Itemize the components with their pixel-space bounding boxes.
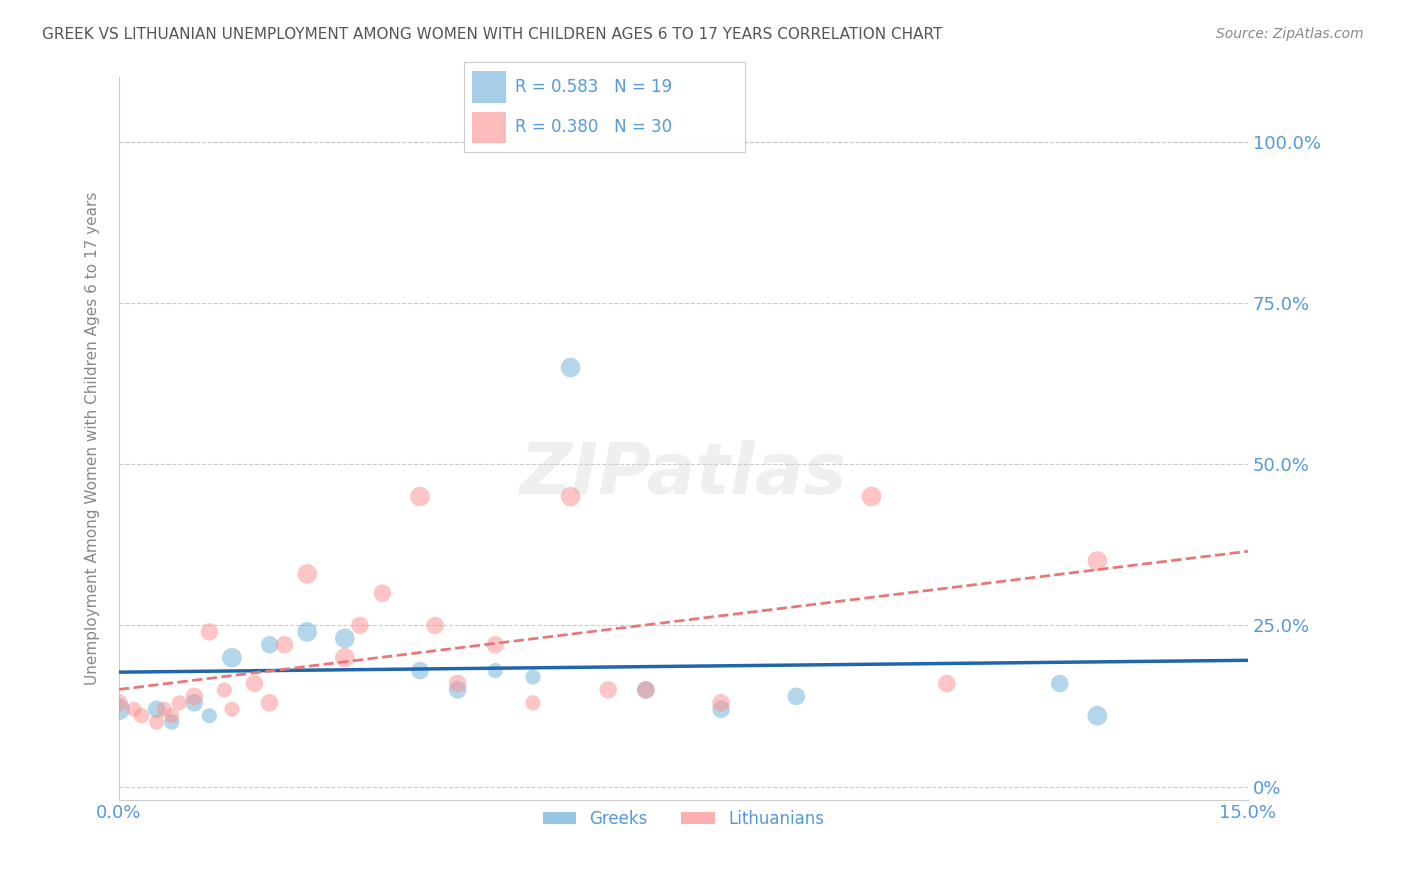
Point (333, 632, 356, 646)
Point (484, 664, 506, 678)
Text: R = 0.583   N = 19: R = 0.583 N = 19 (515, 78, 672, 95)
Point (1049, 676, 1071, 690)
Bar (472, 112, 506, 143)
Point (108, 702, 131, 716)
Point (560, 360, 582, 375)
Point (447, 682, 470, 697)
Point (1085, 554, 1108, 568)
Text: Source: ZipAtlas.com: Source: ZipAtlas.com (1216, 27, 1364, 41)
Point (710, 702, 733, 716)
Point (221, 702, 243, 716)
Point (198, 624, 221, 639)
Point (598, 682, 620, 697)
Point (522, 670, 544, 684)
Point (522, 696, 544, 710)
Point (160, 708, 183, 723)
Point (349, 618, 371, 632)
Text: ZIPatlas: ZIPatlas (520, 440, 848, 509)
Y-axis label: Unemployment Among Women with Children Ages 6 to 17 years: Unemployment Among Women with Children A… (86, 192, 100, 685)
Point (371, 586, 394, 600)
Point (273, 638, 295, 652)
Legend: Greeks, Lithuanians: Greeks, Lithuanians (536, 803, 831, 835)
Bar (472, 71, 506, 103)
Point (167, 696, 190, 710)
Point (935, 676, 957, 690)
Point (409, 664, 432, 678)
Point (122, 702, 145, 716)
Point (295, 624, 318, 639)
Point (447, 676, 470, 690)
Point (295, 566, 318, 581)
Point (259, 638, 281, 652)
Point (860, 490, 883, 504)
Point (108, 696, 131, 710)
Point (634, 682, 657, 697)
Point (183, 690, 205, 704)
Point (634, 682, 657, 697)
Point (409, 490, 432, 504)
Point (214, 682, 236, 697)
Point (145, 715, 167, 730)
Point (560, 490, 582, 504)
Point (153, 702, 176, 716)
Point (1085, 708, 1108, 723)
Point (259, 696, 281, 710)
Point (484, 638, 506, 652)
Point (710, 696, 733, 710)
Point (243, 676, 266, 690)
Point (131, 708, 153, 723)
Text: R = 0.380   N = 30: R = 0.380 N = 30 (515, 118, 672, 136)
Point (145, 702, 167, 716)
Point (183, 696, 205, 710)
Text: GREEK VS LITHUANIAN UNEMPLOYMENT AMONG WOMEN WITH CHILDREN AGES 6 TO 17 YEARS CO: GREEK VS LITHUANIAN UNEMPLOYMENT AMONG W… (42, 27, 942, 42)
Point (198, 708, 221, 723)
Point (333, 650, 356, 665)
Point (221, 650, 243, 665)
Point (423, 618, 446, 632)
Point (160, 715, 183, 730)
Point (785, 690, 807, 704)
